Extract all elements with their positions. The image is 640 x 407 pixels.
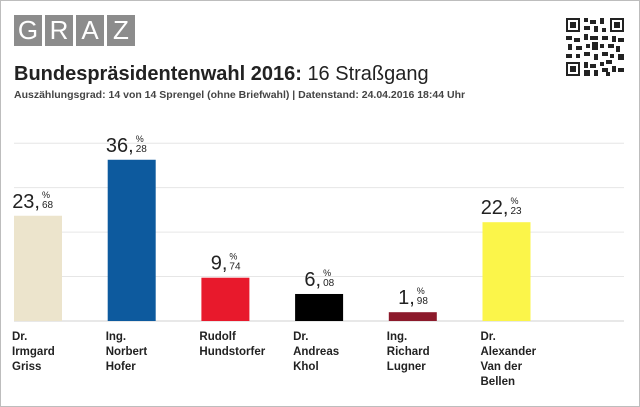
value-label-decimals: 23 bbox=[511, 206, 523, 217]
value-label-decimals: 98 bbox=[417, 296, 429, 307]
category-label: Rudolf bbox=[199, 331, 236, 343]
value-label-unit: % bbox=[136, 134, 144, 144]
category-label: Dr. bbox=[293, 331, 308, 343]
value-label-decimals: 08 bbox=[323, 278, 335, 289]
value-label: 22, bbox=[481, 197, 509, 219]
bar bbox=[14, 215, 62, 321]
bar bbox=[482, 222, 531, 321]
category-label: Hundstorfer bbox=[199, 346, 265, 358]
category-label: Khol bbox=[293, 361, 319, 373]
category-label: Hofer bbox=[106, 361, 137, 373]
value-label-decimals: 74 bbox=[229, 262, 241, 273]
value-label: 6, bbox=[304, 269, 321, 291]
value-label-unit: % bbox=[417, 286, 425, 296]
value-label-unit: % bbox=[229, 252, 237, 262]
value-label: 23, bbox=[12, 191, 40, 213]
qr-code-icon bbox=[566, 18, 624, 76]
logo-letter-a: A bbox=[76, 15, 104, 46]
value-label-unit: % bbox=[42, 190, 50, 200]
bar bbox=[388, 312, 437, 321]
logo-letter-r: R bbox=[45, 15, 73, 46]
bar bbox=[295, 293, 344, 321]
category-label: Van der bbox=[481, 361, 523, 373]
graz-logo: G R A Z bbox=[14, 15, 135, 46]
category-label: Ing. bbox=[387, 331, 407, 343]
category-label: Dr. bbox=[12, 331, 27, 343]
title-district: 16 Straßgang bbox=[307, 63, 429, 85]
value-label: 1, bbox=[398, 287, 415, 309]
value-label: 36, bbox=[106, 135, 134, 157]
category-label: Dr. bbox=[481, 331, 496, 343]
value-label-unit: % bbox=[323, 268, 331, 278]
category-label: Griss bbox=[12, 361, 41, 373]
bar bbox=[107, 159, 156, 321]
count-status: Auszählungsgrad: 14 von 14 Sprengel (ohn… bbox=[14, 89, 466, 101]
category-label: Norbert bbox=[106, 346, 148, 358]
title-election: Bundespräsidentenwahl 2016: bbox=[14, 63, 302, 85]
value-label-decimals: 28 bbox=[136, 144, 148, 155]
category-label: Andreas bbox=[293, 346, 339, 358]
page-title: Bundespräsidentenwahl 2016: 16 Straßgang bbox=[14, 62, 429, 86]
bar bbox=[201, 277, 250, 321]
category-label: Ing. bbox=[106, 331, 126, 343]
category-label: Richard bbox=[387, 346, 430, 358]
value-label-decimals: 68 bbox=[42, 200, 54, 211]
category-label: Lugner bbox=[387, 361, 426, 373]
logo-letter-z: Z bbox=[107, 15, 135, 46]
category-label: Bellen bbox=[481, 376, 516, 388]
logo-letter-g: G bbox=[14, 15, 42, 46]
value-label: 9, bbox=[211, 253, 228, 275]
category-label: Irmgard bbox=[12, 346, 55, 358]
value-label-unit: % bbox=[511, 196, 519, 206]
category-label: Alexander bbox=[481, 346, 537, 358]
